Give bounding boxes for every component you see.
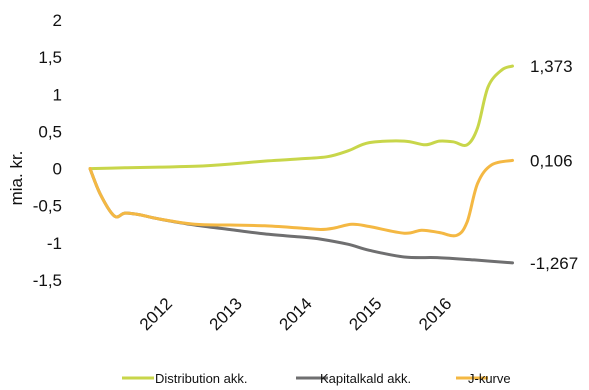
x-tick-label: 2015	[345, 294, 385, 334]
series-line-kapitalkald-akk	[88, 167, 514, 265]
legend-label-j-kurve: J-kurve	[468, 371, 511, 386]
y-axis-label: mia. kr.	[7, 151, 26, 206]
x-tick-label: 2014	[276, 294, 316, 334]
x-tick-label: 2016	[415, 294, 455, 334]
y-tick-label: -0,5	[33, 197, 62, 216]
end-label-kapitalkald-akk: -1,267	[530, 254, 578, 273]
x-axis-ticks: 2012 2013 2014 2015 2016	[136, 294, 456, 334]
x-tick-label: 2012	[136, 294, 176, 334]
end-label-distribution-akk: 1,373	[530, 57, 573, 76]
y-tick-label: -1,5	[33, 271, 62, 290]
y-tick-label: 2	[53, 11, 62, 30]
x-tick-label: 2013	[206, 294, 246, 334]
y-tick-label: -1	[47, 234, 62, 253]
series-line-distribution-akk	[88, 64, 514, 171]
legend-label-distribution-akk: Distribution akk.	[155, 371, 247, 386]
legend: Distribution akk. Kapitalkald akk. J-kurve	[122, 371, 511, 386]
y-tick-label: 1	[53, 85, 62, 104]
y-tick-label: 0,5	[38, 122, 62, 141]
series-line-j-kurve	[88, 158, 514, 238]
plot-lines	[88, 64, 514, 265]
y-axis-ticks: 2 1,5 1 0,5 0 -0,5 -1 -1,5	[33, 11, 62, 290]
legend-label-kapitalkald-akk: Kapitalkald akk.	[320, 371, 411, 386]
y-tick-label: 0	[53, 160, 62, 179]
end-label-j-kurve: 0,106	[530, 151, 573, 170]
end-labels: 1,373 -1,267 0,106	[530, 57, 578, 273]
y-tick-label: 1,5	[38, 48, 62, 67]
